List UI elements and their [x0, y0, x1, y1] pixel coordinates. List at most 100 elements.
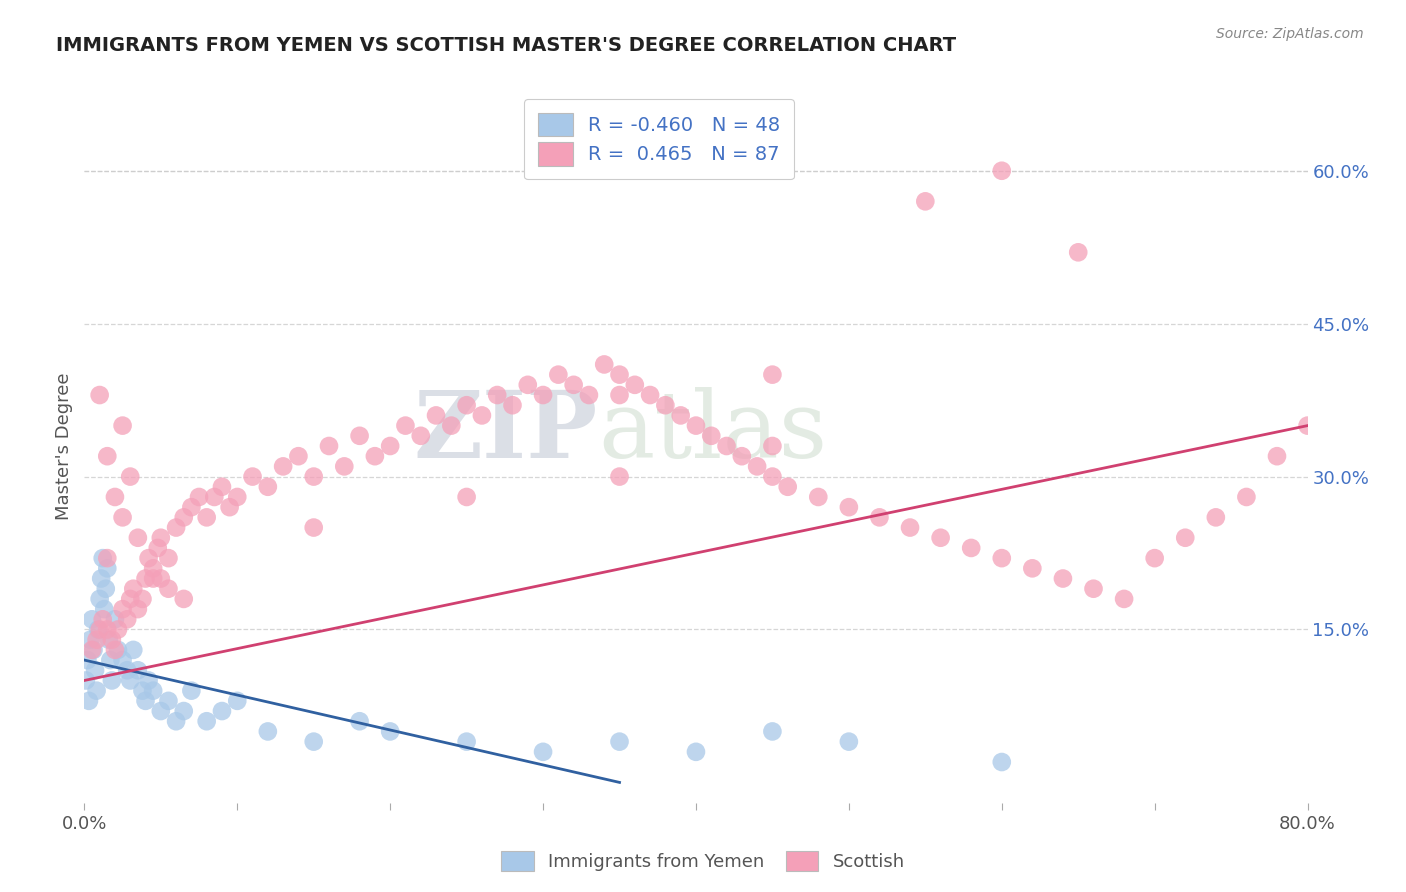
Point	[531, 745, 554, 759]
Point	[94, 582, 117, 596]
Point	[609, 469, 631, 483]
Point	[195, 510, 218, 524]
Point	[149, 531, 172, 545]
Point	[80, 643, 103, 657]
Point	[1143, 551, 1166, 566]
Point	[96, 449, 118, 463]
Point	[180, 683, 202, 698]
Point	[318, 439, 340, 453]
Point	[89, 388, 111, 402]
Point	[609, 388, 631, 402]
Point	[79, 632, 101, 647]
Point	[394, 418, 416, 433]
Point	[87, 623, 110, 637]
Point	[271, 459, 294, 474]
Point	[111, 602, 134, 616]
Point	[101, 632, 124, 647]
Point	[89, 591, 111, 606]
Point	[84, 663, 107, 677]
Point	[502, 398, 524, 412]
Point	[96, 551, 118, 566]
Point	[142, 683, 165, 698]
Point	[1205, 510, 1227, 524]
Point	[80, 612, 103, 626]
Point	[120, 591, 142, 606]
Point	[638, 388, 661, 402]
Point	[380, 724, 402, 739]
Point	[180, 500, 202, 515]
Point	[90, 572, 112, 586]
Point	[135, 694, 157, 708]
Point	[257, 724, 280, 739]
Point	[115, 612, 138, 626]
Point	[131, 591, 153, 606]
Point	[578, 388, 600, 402]
Point	[96, 623, 118, 637]
Point	[120, 469, 142, 483]
Point	[776, 480, 799, 494]
Point	[242, 469, 264, 483]
Point	[685, 745, 707, 759]
Point	[101, 673, 124, 688]
Point	[991, 755, 1014, 769]
Point	[471, 409, 494, 423]
Point	[807, 490, 830, 504]
Point	[991, 163, 1014, 178]
Point	[1052, 572, 1074, 586]
Legend: Immigrants from Yemen, Scottish: Immigrants from Yemen, Scottish	[494, 844, 912, 879]
Point	[86, 683, 108, 698]
Point	[173, 704, 195, 718]
Point	[111, 653, 134, 667]
Point	[547, 368, 569, 382]
Point	[173, 591, 195, 606]
Point	[211, 704, 233, 718]
Point	[456, 490, 478, 504]
Point	[157, 694, 180, 708]
Point	[149, 572, 172, 586]
Text: ZIP: ZIP	[413, 387, 598, 476]
Point	[669, 409, 692, 423]
Point	[1067, 245, 1090, 260]
Point	[425, 409, 447, 423]
Y-axis label: Master's Degree: Master's Degree	[55, 372, 73, 520]
Point	[173, 510, 195, 524]
Point	[761, 724, 783, 739]
Point	[98, 653, 121, 667]
Text: IMMIGRANTS FROM YEMEN VS SCOTTISH MASTER'S DEGREE CORRELATION CHART: IMMIGRANTS FROM YEMEN VS SCOTTISH MASTER…	[56, 36, 956, 54]
Point	[440, 418, 463, 433]
Point	[131, 683, 153, 698]
Point	[562, 377, 585, 392]
Point	[456, 734, 478, 748]
Point	[104, 643, 127, 657]
Point	[77, 694, 100, 708]
Point	[838, 734, 860, 748]
Point	[127, 531, 149, 545]
Point	[83, 643, 105, 657]
Point	[380, 439, 402, 453]
Point	[89, 623, 111, 637]
Point	[302, 520, 325, 534]
Point	[960, 541, 983, 555]
Point	[111, 418, 134, 433]
Point	[157, 551, 180, 566]
Point	[76, 653, 98, 667]
Point	[142, 572, 165, 586]
Point	[761, 469, 783, 483]
Point	[226, 694, 249, 708]
Point	[211, 480, 233, 494]
Point	[869, 510, 891, 524]
Point	[157, 582, 180, 596]
Point	[716, 439, 738, 453]
Point	[122, 582, 145, 596]
Point	[364, 449, 387, 463]
Point	[516, 377, 538, 392]
Point	[302, 734, 325, 748]
Point	[165, 714, 187, 729]
Point	[287, 449, 309, 463]
Point	[93, 602, 115, 616]
Point	[531, 388, 554, 402]
Point	[86, 632, 108, 647]
Point	[914, 194, 936, 209]
Point	[1021, 561, 1043, 575]
Point	[1236, 490, 1258, 504]
